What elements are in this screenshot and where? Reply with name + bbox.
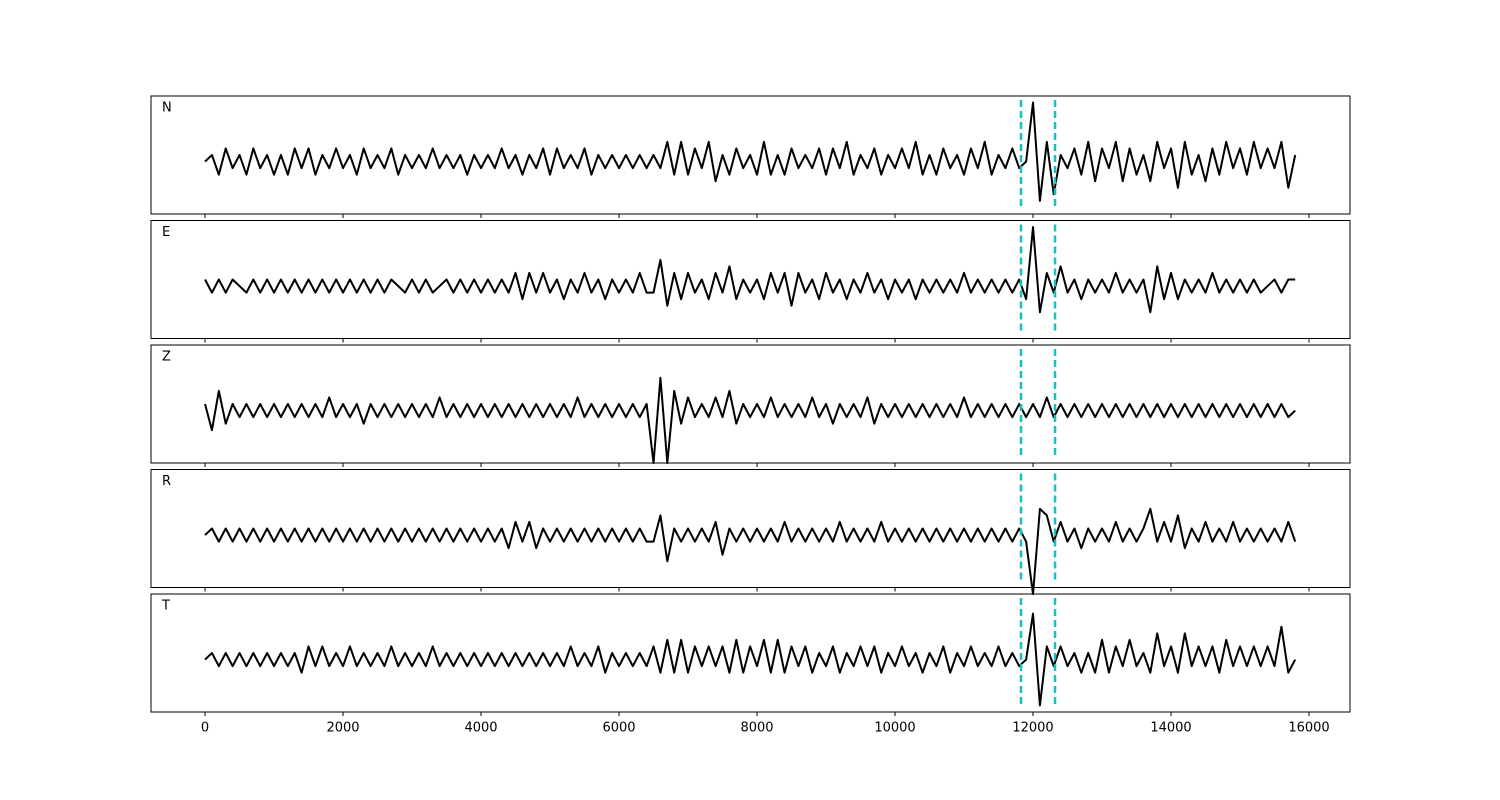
panel-label: N	[162, 101, 172, 116]
panel-frame	[150, 95, 1351, 215]
x-tick-label: 4000	[464, 721, 497, 736]
x-tick-label: 6000	[602, 721, 635, 736]
panel-label: R	[162, 474, 171, 489]
x-tick-label: 8000	[740, 721, 773, 736]
x-tick-label: 12000	[1012, 721, 1053, 736]
x-tick-label: 10000	[874, 721, 915, 736]
trace-line	[204, 101, 1297, 202]
panel-frame	[150, 344, 1351, 464]
panel-label: E	[162, 225, 170, 240]
x-tick-label: 2000	[326, 721, 359, 736]
panel-frame	[150, 220, 1351, 339]
trace-line	[204, 226, 1296, 314]
x-tick-label: 14000	[1150, 721, 1191, 736]
panel-frame	[150, 469, 1351, 588]
trace-line	[204, 376, 1296, 464]
x-tick-label: 0	[201, 721, 209, 736]
panel-frame	[150, 593, 1351, 713]
panel-label: T	[161, 599, 170, 614]
trace-line	[204, 507, 1297, 596]
panel-label: Z	[162, 350, 171, 365]
trace-line	[204, 612, 1297, 707]
x-tick-label: 16000	[1288, 721, 1329, 736]
